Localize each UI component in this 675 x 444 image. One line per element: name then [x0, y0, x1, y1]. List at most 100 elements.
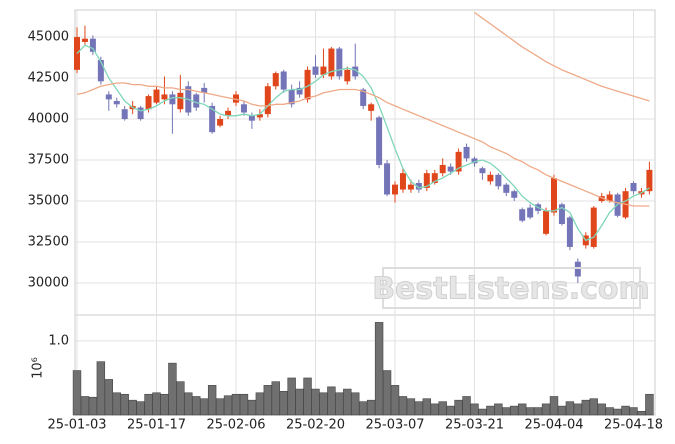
plot-frame: [74, 9, 656, 416]
volume-bar: [88, 396, 98, 416]
moving-average-line: [76, 44, 650, 242]
candle-body: [161, 94, 168, 100]
candle-body: [407, 184, 414, 190]
candle-body: [527, 207, 534, 218]
volume-bar: [351, 392, 360, 416]
candle-body: [121, 109, 128, 120]
volume-bar: [525, 407, 535, 416]
x-tick-label: 25-04-04: [524, 418, 583, 433]
candle-body: [225, 110, 232, 116]
candle-body: [431, 173, 438, 183]
volume-bar: [549, 396, 559, 416]
candle-body: [376, 117, 383, 165]
y-tick-label: 30000: [28, 276, 69, 291]
volume-bar: [319, 392, 328, 416]
watermark-box: [382, 267, 641, 309]
y-tick-label: 32500: [28, 235, 69, 250]
volume-bar: [446, 405, 455, 416]
volume-bar: [263, 385, 272, 416]
volume-bar: [72, 370, 82, 416]
candle-body: [352, 66, 359, 77]
volume-bar: [215, 398, 225, 416]
volume-bar: [573, 403, 583, 416]
candle-body: [145, 96, 152, 110]
volume-bar: [510, 405, 519, 416]
volume-bar: [637, 410, 646, 416]
candle-body: [455, 151, 462, 172]
candle-body: [630, 182, 637, 192]
volume-bar: [406, 398, 416, 416]
candle-body: [153, 89, 160, 103]
volume-bar: [366, 399, 376, 416]
volume-bar: [438, 401, 447, 416]
volume-bar: [374, 322, 384, 416]
candle-body: [479, 168, 486, 174]
candle-body: [392, 184, 398, 195]
candle-body: [646, 169, 653, 192]
volume-axis-label: 10⁶: [31, 357, 46, 379]
candle-body: [368, 104, 375, 111]
candle-body: [566, 217, 573, 247]
moving-average-line: [474, 11, 650, 102]
candle-body: [423, 173, 430, 188]
volume-bar: [136, 401, 145, 416]
volume-bar: [358, 401, 368, 416]
candle-body: [209, 105, 216, 133]
volume-bar: [239, 393, 249, 416]
candle-body: [360, 89, 367, 106]
volume-bar: [200, 398, 209, 416]
y-tick-label: 1.0: [48, 333, 69, 348]
x-tick-label: 25-02-20: [286, 418, 345, 433]
volume-bar: [343, 388, 352, 416]
y-tick-label: 42500: [28, 71, 69, 86]
candle-body: [233, 94, 239, 103]
candle-body: [137, 107, 144, 120]
volume-bar: [287, 377, 296, 416]
volume-bar: [231, 393, 241, 416]
volume-bar: [271, 381, 280, 416]
x-tick-label: 25-03-07: [365, 418, 424, 433]
volume-bar: [160, 393, 169, 416]
volume-bar: [335, 392, 344, 416]
volume-bar: [152, 392, 161, 416]
candle-body: [574, 261, 581, 277]
volume-bar: [112, 392, 121, 416]
candle-body: [551, 178, 557, 213]
volume-bar: [422, 398, 431, 416]
candle-body: [487, 174, 494, 182]
candle-body: [105, 94, 112, 100]
candle-body: [519, 209, 526, 221]
candle-body: [256, 114, 263, 118]
volume-bar: [541, 403, 551, 416]
candle-body: [344, 69, 351, 82]
candle-body: [89, 38, 96, 52]
volume-bar: [207, 385, 217, 416]
candle-body: [240, 104, 247, 113]
volume-bar: [390, 385, 400, 416]
x-tick-label: 25-02-06: [206, 418, 265, 433]
candle-body: [447, 166, 454, 172]
candle-body: [113, 101, 120, 105]
candle-body: [304, 69, 311, 100]
candle-body: [296, 87, 303, 95]
volume-bar: [128, 399, 137, 416]
candle-body: [97, 60, 104, 82]
candle-body: [495, 174, 502, 187]
x-tick-label: 25-03-21: [445, 418, 504, 433]
candle-body: [288, 89, 295, 105]
x-tick-label: 25-01-03: [47, 418, 106, 433]
volume-bar: [581, 399, 591, 416]
moving-average-line: [76, 82, 650, 207]
candle-body: [558, 204, 565, 224]
volume-bar: [80, 396, 90, 416]
volume-bar: [311, 388, 320, 416]
volume-bar: [382, 370, 392, 416]
volume-bar: [494, 403, 503, 416]
volume-bar: [502, 407, 511, 416]
volume-bar: [478, 408, 487, 416]
candle-body: [336, 48, 343, 77]
y-tick-label: 40000: [28, 112, 69, 127]
volume-bar: [621, 405, 630, 416]
volume-bar: [645, 393, 654, 416]
